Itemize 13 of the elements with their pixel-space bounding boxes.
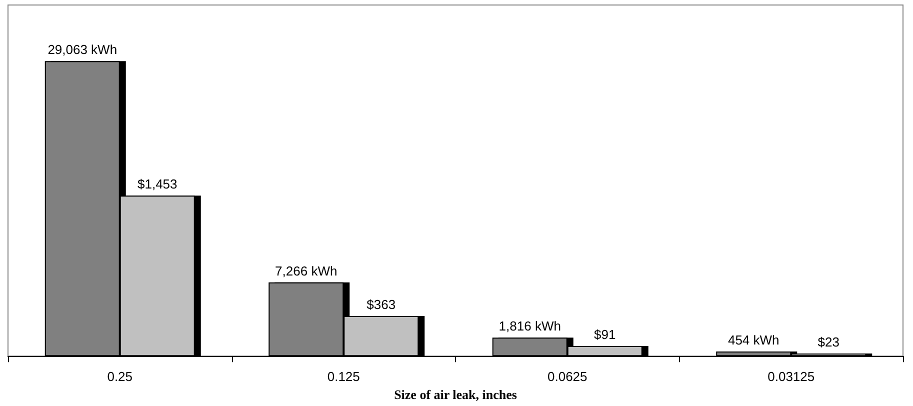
x-tick-label: 0.03125	[768, 369, 815, 384]
data-label: $23	[818, 334, 840, 350]
data-label: 7,266 kWh	[275, 263, 338, 278]
x-axis-title: Size of air leak, inches	[394, 387, 517, 402]
data-label: 1,816 kWh	[498, 318, 561, 334]
x-tick-label: 0.0625	[547, 369, 588, 384]
data-label: $1,453	[137, 176, 178, 192]
x-tick-label: 0.125	[327, 369, 360, 384]
data-label: $91	[594, 327, 616, 342]
data-label: 29,063 kWh	[48, 42, 118, 58]
data-label: 454 kWh	[728, 332, 780, 348]
x-tick-label: 0.25	[107, 369, 133, 384]
data-label: $363	[366, 297, 396, 312]
